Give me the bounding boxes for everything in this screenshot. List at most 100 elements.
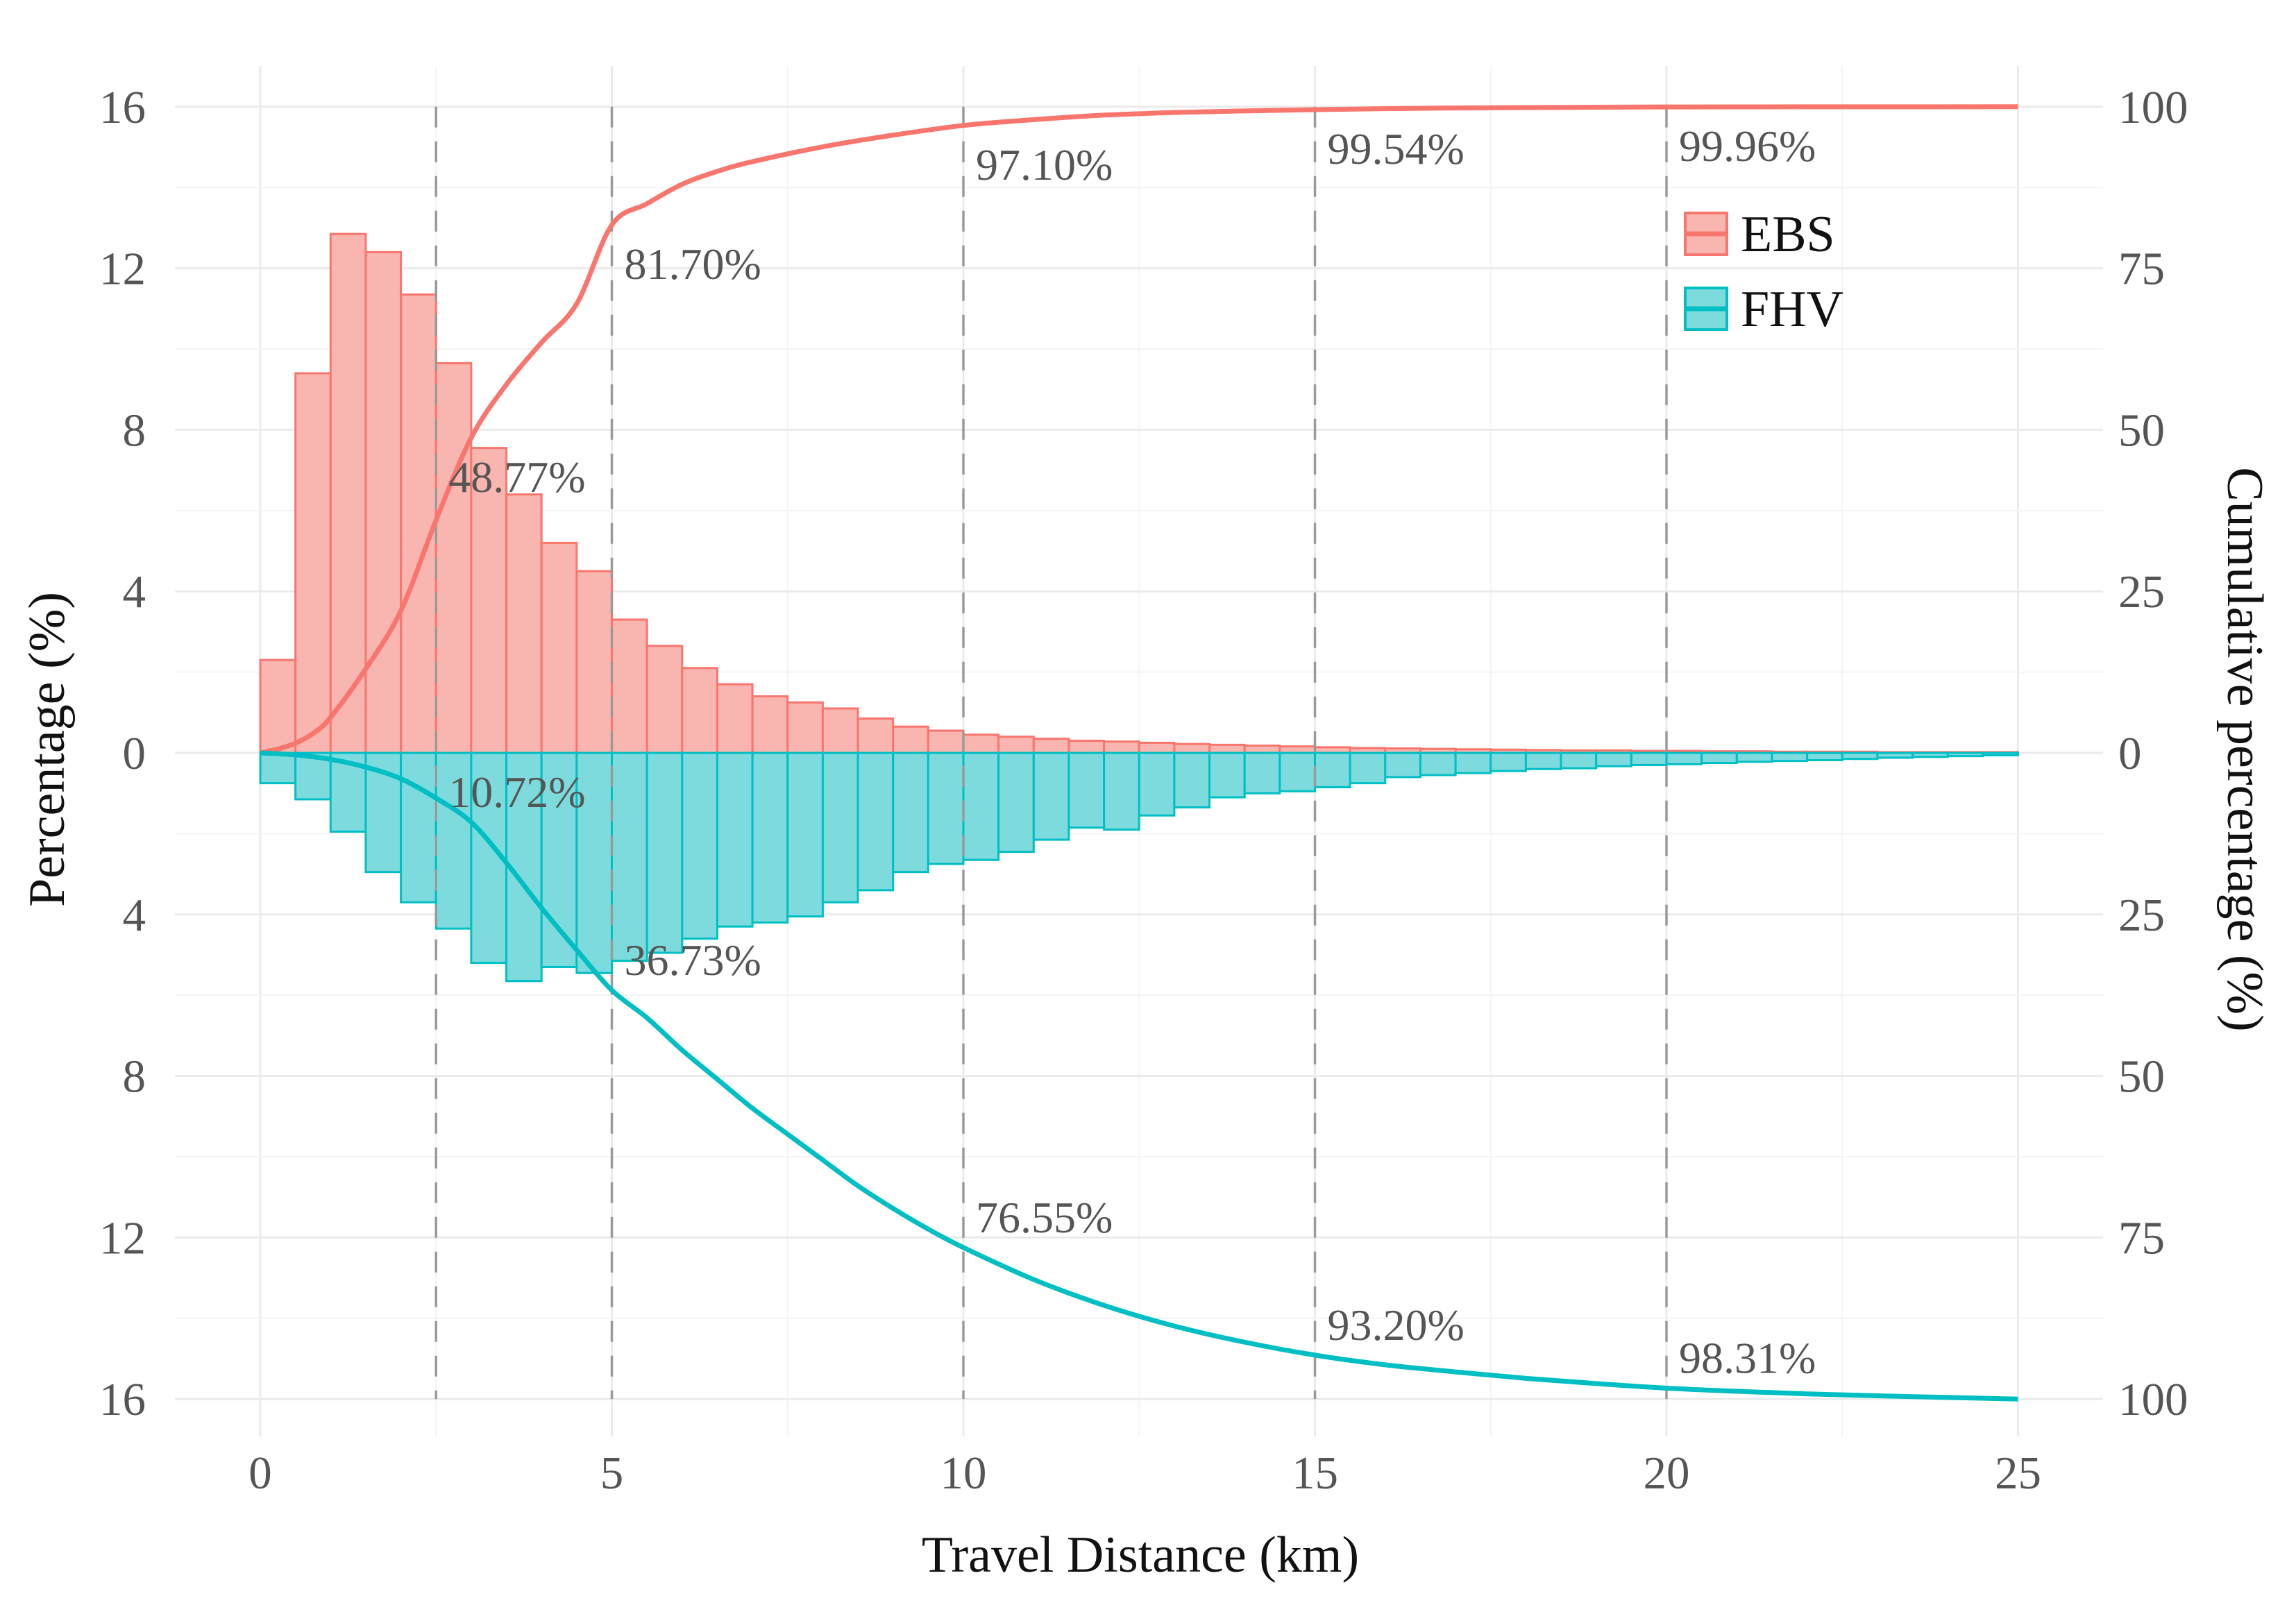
bar-fhv [786, 751, 824, 918]
y-tick-label-right: 50 [2118, 405, 2165, 456]
bar-ebs [259, 659, 297, 754]
bar-fhv [1314, 751, 1351, 788]
bar-ebs [856, 717, 895, 754]
bar-fhv [1524, 751, 1562, 770]
bar-ebs [540, 541, 578, 754]
y-tick-label-right: 75 [2118, 244, 2165, 295]
x-tick-label: 15 [1292, 1447, 1338, 1499]
y-tick-label-right: 25 [2118, 566, 2165, 618]
bar-ebs [1032, 738, 1070, 754]
bar-fhv [997, 751, 1035, 854]
annotation-label: 93.20% [1328, 1300, 1464, 1350]
bar-ebs [364, 250, 403, 754]
annotation-label: 97.10% [976, 140, 1113, 189]
y-tick-label-left: 8 [123, 1051, 146, 1103]
bar-fhv [1173, 751, 1211, 809]
bar-fhv [1103, 751, 1140, 831]
bar-fhv [821, 751, 859, 903]
y-tick-label-left: 12 [99, 244, 146, 295]
annotation-label: 76.55% [976, 1193, 1113, 1242]
bar-fhv [1876, 751, 1914, 759]
bar-ebs [294, 372, 332, 754]
legend-label-fhv: FHV [1741, 281, 1843, 338]
bar-ebs [1243, 745, 1281, 754]
bar-fhv [856, 751, 895, 892]
bar-ebs [821, 707, 859, 754]
annotation-label: 99.96% [1679, 121, 1816, 171]
cumulative-curves [260, 104, 2018, 1402]
bar-ebs [962, 733, 1000, 754]
bar-ebs [892, 725, 929, 754]
bar-fhv [1032, 751, 1070, 841]
bar-fhv [1946, 751, 1984, 758]
bar-fhv [927, 751, 965, 865]
x-tick-label: 20 [1644, 1447, 1690, 1499]
annotation-label: 99.54% [1328, 124, 1464, 173]
bar-ebs [1067, 740, 1106, 754]
bar-fhv [1560, 751, 1598, 770]
bar-fhv [1243, 751, 1281, 795]
y-tick-label-right: 75 [2118, 1212, 2165, 1264]
bar-ebs [1208, 743, 1246, 754]
x-tick-label: 0 [248, 1447, 272, 1499]
cumulative-line-fhv [260, 750, 2018, 1402]
bar-ebs [681, 667, 718, 754]
bar-fhv [400, 751, 437, 903]
axes: 0 5 10 15 20 25 16 12 8 4 0 4 8 12 16 100 75 50 25 0 25 50 75 1… [99, 82, 2188, 1499]
x-tick-label: 25 [1995, 1447, 2041, 1499]
bar-ebs [1138, 741, 1176, 754]
bar-fhv [645, 751, 684, 954]
bar-fhv [259, 751, 297, 785]
bar-fhv [1138, 751, 1176, 817]
bar-fhv [716, 751, 754, 928]
bar-fhv [751, 751, 789, 924]
bar-ebs [611, 618, 648, 754]
bar-ebs [786, 701, 824, 754]
bar-fhv [1489, 751, 1527, 772]
annotations: 48.77% 81.70% 97.10% 99.54% 99.96% 10.72% 36.7… [448, 121, 1816, 1382]
bar-fhv [1665, 751, 1703, 765]
y-tick-label-left: 4 [123, 566, 146, 618]
y-tick-label-left: 12 [99, 1212, 146, 1264]
y-axis-title-right: Cumulative percentage (%) [2216, 467, 2273, 1032]
bar-fhv [1419, 751, 1457, 776]
bar-ebs [751, 695, 789, 754]
y-tick-label-left: 0 [123, 728, 146, 779]
y-tick-label-left: 16 [99, 82, 146, 133]
bar-fhv [611, 751, 648, 962]
histogram-bars [259, 232, 2020, 983]
bar-fhv [1700, 751, 1738, 765]
x-tick-label: 5 [600, 1447, 624, 1499]
x-tick-label: 10 [940, 1447, 987, 1499]
legend: EBS FHV [1684, 206, 1843, 338]
bar-fhv [892, 751, 929, 874]
legend-label-ebs: EBS [1741, 206, 1835, 263]
bar-fhv [1841, 751, 1879, 761]
y-axis-title-left: Percentage (%) [19, 592, 76, 907]
annotation-label: 10.72% [448, 767, 585, 817]
bar-fhv [1735, 751, 1773, 763]
annotation-label: 48.77% [448, 452, 585, 502]
bar-fhv [1982, 751, 2020, 756]
bar-fhv [962, 751, 1000, 861]
bar-ebs [505, 493, 543, 754]
bar-fhv [1278, 751, 1316, 792]
bar-ebs [1173, 742, 1211, 754]
y-tick-label-left: 8 [123, 405, 146, 456]
reference-lines [434, 106, 1668, 1400]
bar-fhv [1630, 751, 1668, 766]
bar-ebs [645, 645, 684, 754]
annotation-label: 81.70% [625, 239, 761, 289]
bar-fhv [1806, 751, 1843, 761]
y-tick-label-right: 100 [2118, 82, 2188, 133]
bar-fhv [681, 751, 718, 940]
y-tick-label-left: 16 [99, 1374, 146, 1425]
bar-fhv [1208, 751, 1246, 799]
bar-ebs [1103, 740, 1140, 754]
bar-fhv [1349, 751, 1387, 785]
bar-ebs [927, 729, 965, 754]
bar-fhv [1454, 751, 1492, 774]
bar-ebs [434, 362, 473, 754]
annotation-label: 98.31% [1679, 1333, 1816, 1382]
bar-fhv [1595, 751, 1632, 767]
